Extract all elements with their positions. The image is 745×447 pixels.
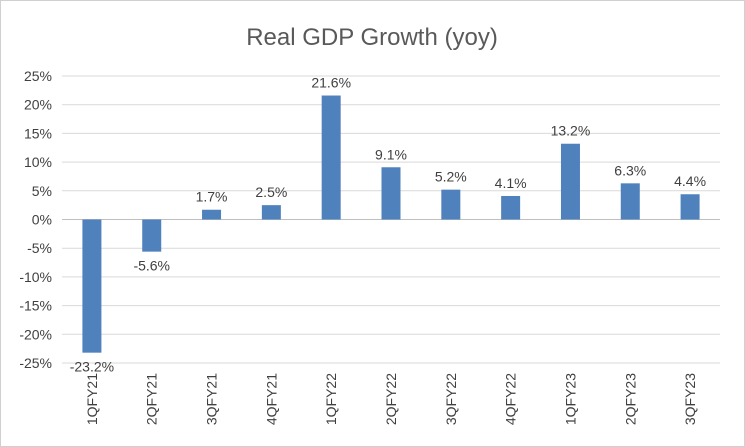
x-tick-label: 1QFY21 <box>84 373 100 425</box>
x-tick-label: 2QFY22 <box>383 373 399 425</box>
data-label: 6.3% <box>614 162 646 178</box>
y-tick-label: 10% <box>24 154 52 170</box>
y-axis-ticks: 25% 20% 15% 10% 5% 0% -5% -10% -15% -20% -25% <box>19 68 52 371</box>
y-tick-label: 20% <box>24 97 52 113</box>
y-tick-label: -15% <box>19 298 52 314</box>
x-tick-label: 3QFY21 <box>204 373 220 425</box>
x-tick-label: 1QFY23 <box>562 373 578 425</box>
data-label: -5.6% <box>133 258 170 274</box>
x-tick-label: 1QFY22 <box>323 373 339 425</box>
data-label: 4.1% <box>495 175 527 191</box>
data-label: 13.2% <box>551 123 591 139</box>
gridlines <box>62 75 720 364</box>
bar <box>501 195 521 220</box>
bar <box>321 95 341 220</box>
data-label: 4.4% <box>674 173 706 189</box>
bar <box>620 183 640 220</box>
data-label: 2.5% <box>255 184 287 200</box>
data-labels: -23.2% -5.6% 1.7% 2.5% 21.6% 9.1% 5.2% 4.1% 13.2… <box>70 75 706 375</box>
bar <box>680 194 700 220</box>
bar <box>381 167 401 220</box>
data-label: 1.7% <box>196 189 228 205</box>
data-label: -23.2% <box>70 359 114 375</box>
x-axis-ticks: 1QFY21 2QFY21 3QFY21 4QFY21 1QFY22 2QFY22 3QFY… <box>84 373 698 425</box>
bar <box>202 209 222 220</box>
y-tick-label: 15% <box>24 125 52 141</box>
x-tick-label: 4QFY22 <box>503 373 519 425</box>
chart-title: Real GDP Growth (yoy) <box>246 24 498 51</box>
x-tick-label: 3QFY22 <box>443 373 459 425</box>
data-label: 9.1% <box>375 146 407 162</box>
y-tick-label: -20% <box>19 326 52 342</box>
y-tick-label: 5% <box>32 183 52 199</box>
bars <box>82 95 700 353</box>
y-tick-label: -10% <box>19 269 52 285</box>
x-tick-label: 4QFY21 <box>263 373 279 425</box>
bar <box>82 219 102 353</box>
x-tick-label: 2QFY23 <box>622 373 638 425</box>
x-tick-label: 2QFY21 <box>144 373 160 425</box>
bar <box>441 189 461 220</box>
y-tick-label: 25% <box>24 68 52 84</box>
y-tick-label: -5% <box>27 240 52 256</box>
bar <box>142 219 162 252</box>
bar <box>560 143 580 220</box>
x-tick-label: 3QFY23 <box>682 373 698 425</box>
data-label: 21.6% <box>311 75 351 91</box>
y-tick-label: 0% <box>32 212 52 228</box>
data-label: 5.2% <box>435 169 467 185</box>
bar <box>261 205 281 220</box>
y-tick-label: -25% <box>19 355 52 371</box>
